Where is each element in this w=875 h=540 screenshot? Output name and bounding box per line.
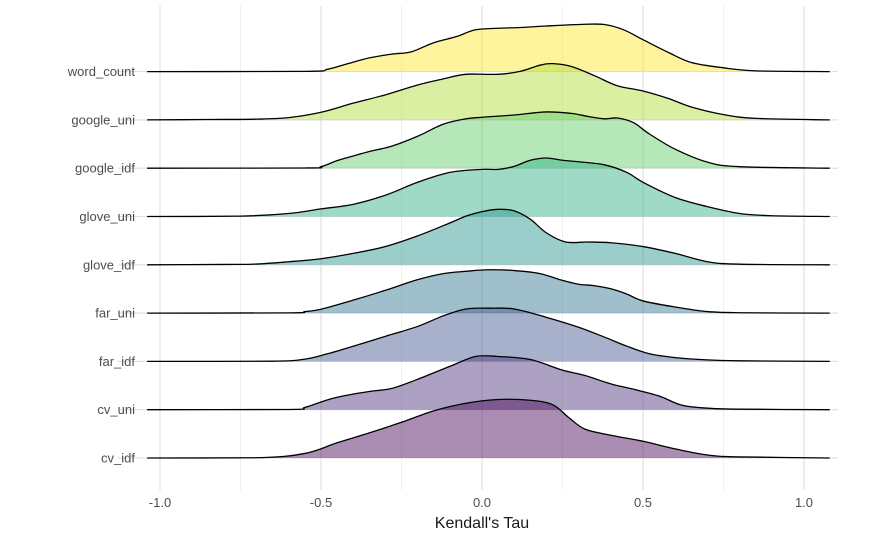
ridge-line-google_idf — [147, 111, 830, 169]
y-tick-label: google_idf — [75, 161, 135, 176]
y-axis-labels: cv_idf cv_uni far_idf far_uni glove_idf glove… — [67, 64, 136, 465]
ridge-line-google_uni — [147, 62, 830, 121]
ridge-fill-google_idf — [147, 111, 830, 169]
ridge-fill-google_uni — [147, 63, 830, 120]
ridge-fill-glove_idf — [147, 209, 830, 265]
x-axis-labels: -1.0 -0.5 0.0 0.5 1.0 — [149, 495, 813, 510]
ridge-line-word_count — [147, 23, 830, 73]
x-tick-label: 0.5 — [634, 495, 652, 510]
ridge-line-glove_uni — [147, 157, 830, 218]
ridge-line-cv_idf — [147, 398, 830, 459]
y-tick-label: cv_uni — [97, 402, 135, 417]
ridge-line-glove_idf — [147, 208, 830, 266]
y-tick-label: cv_idf — [101, 451, 135, 466]
ridge-fill-glove_uni — [147, 157, 830, 217]
ridge-fill-far_idf — [147, 308, 830, 362]
ridge-fill-cv_idf — [147, 399, 830, 458]
x-tick-label: 1.0 — [795, 495, 813, 510]
x-tick-label: 0.0 — [473, 495, 491, 510]
y-tick-label: glove_idf — [83, 257, 135, 272]
ridges — [147, 23, 830, 459]
ridge-fill-word_count — [147, 24, 830, 72]
y-tick-label: far_uni — [95, 306, 135, 321]
y-tick-label: google_uni — [71, 112, 135, 127]
ridge-line-cv_uni — [147, 354, 830, 411]
x-tick-label: -1.0 — [149, 495, 171, 510]
y-tick-label: far_idf — [99, 354, 136, 369]
ridge-fill-far_uni — [147, 269, 830, 314]
ridge-line-far_uni — [147, 269, 830, 314]
y-tick-label: glove_uni — [79, 209, 135, 224]
ridge-line-far_idf — [147, 307, 830, 363]
x-tick-label: -0.5 — [310, 495, 332, 510]
x-axis-title: Kendall's Tau — [435, 515, 529, 532]
y-tick-label: word_count — [67, 64, 136, 79]
